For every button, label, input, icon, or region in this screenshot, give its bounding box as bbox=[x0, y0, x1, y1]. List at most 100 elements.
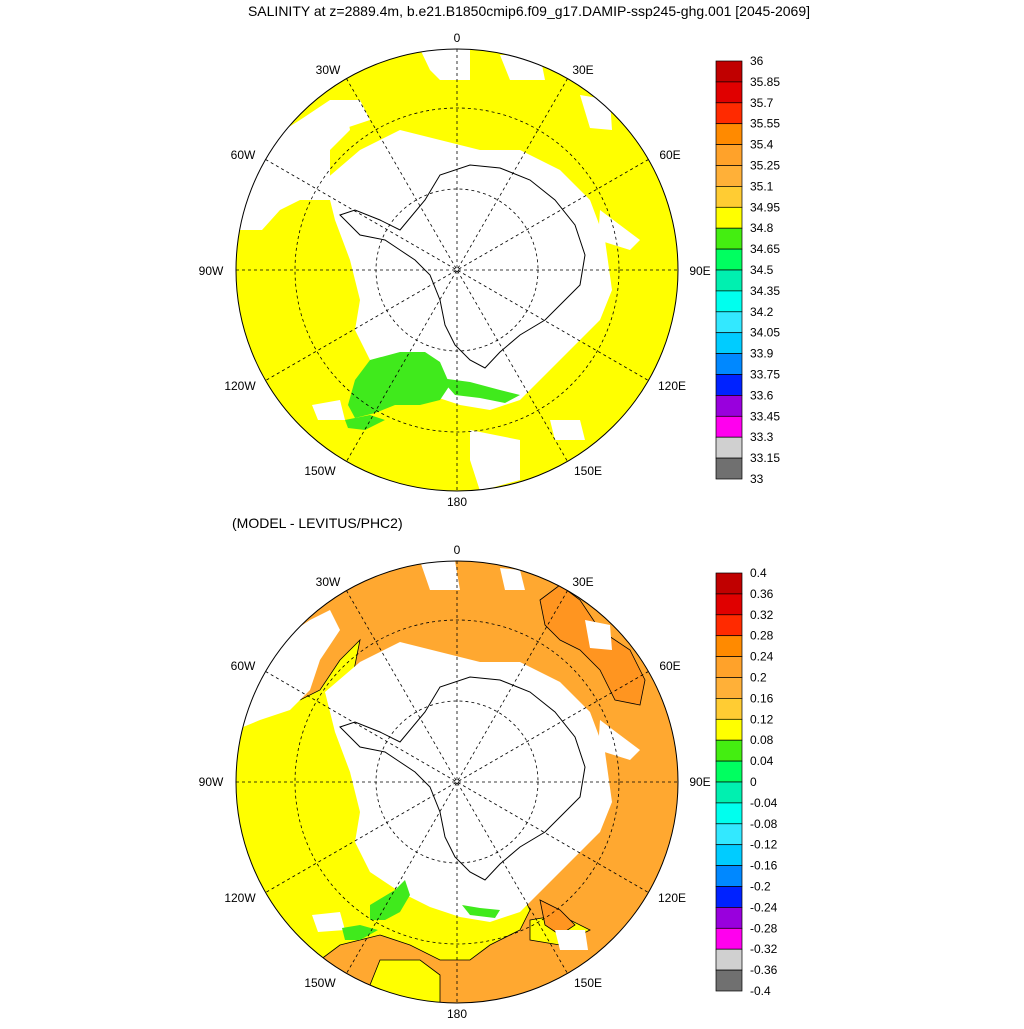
colorbar-label: 0.36 bbox=[750, 587, 774, 601]
salinity-longitude-labels: 0 30E 60E 90E 120E 150E 180 150W 120W 90… bbox=[199, 31, 711, 509]
colorbar-swatch bbox=[715, 60, 743, 83]
colorbar-label: 0.28 bbox=[750, 629, 774, 643]
colorbar-label: 33.9 bbox=[750, 347, 774, 361]
missing-southwest-rim bbox=[312, 912, 345, 932]
colorbar-label: 34.95 bbox=[750, 200, 780, 214]
colorbar-swatch bbox=[715, 415, 743, 438]
colorbar-label: 0.4 bbox=[750, 566, 767, 580]
colorbar-swatch bbox=[715, 436, 743, 459]
colorbar-label: 33.75 bbox=[750, 368, 780, 382]
colorbar-label: 35.25 bbox=[750, 159, 780, 173]
colorbar-swatch bbox=[715, 332, 743, 354]
colorbar-swatch bbox=[715, 102, 743, 125]
colorbar-swatch bbox=[715, 677, 743, 699]
colorbar-swatch bbox=[715, 656, 743, 678]
colorbar-label: 34.5 bbox=[750, 263, 774, 277]
colorbar-label: -0.24 bbox=[750, 900, 778, 914]
colorbar-label: 0.16 bbox=[750, 691, 774, 705]
colorbar-swatch bbox=[715, 948, 743, 971]
green-patch-ross-sea bbox=[370, 880, 410, 920]
salinity-map-panel: 0 30E 60E 90E 120E 150E 180 150W 120W 90… bbox=[199, 31, 781, 509]
lon-label-60w: 60W bbox=[231, 659, 256, 673]
lon-label-0: 0 bbox=[454, 543, 461, 557]
colorbar-label: -0.28 bbox=[750, 921, 778, 935]
land-west-patch bbox=[300, 100, 370, 140]
green-sliver-west bbox=[345, 415, 385, 430]
colorbar-label: 35.7 bbox=[750, 96, 774, 110]
salinity-colorbar: 36 35.85 35.7 35.55 35.4 35.25 35.1 34.95 34.8 34… bbox=[715, 54, 780, 486]
colorbar-label: 0.2 bbox=[750, 671, 767, 685]
colorbar-label: -0.32 bbox=[750, 942, 778, 956]
colorbar-swatch bbox=[715, 969, 743, 992]
missing-south-rim bbox=[470, 430, 520, 491]
difference-colorbar: 0.4 0.36 0.32 0.28 0.24 0.2 0.16 0.12 0.08 0.04 0 -… bbox=[715, 566, 778, 998]
colorbar-label: 0.12 bbox=[750, 712, 774, 726]
lon-label-30e: 30E bbox=[572, 575, 593, 589]
colorbar-swatch bbox=[715, 865, 743, 887]
colorbar-label: -0.16 bbox=[750, 859, 778, 873]
colorbar-swatch bbox=[715, 290, 743, 313]
colorbar-label: -0.12 bbox=[750, 838, 778, 852]
colorbar-label: -0.36 bbox=[750, 963, 778, 977]
antarctica-land bbox=[339, 676, 586, 881]
colorbar-label: 33.15 bbox=[750, 451, 780, 465]
colorbar-label: 33.6 bbox=[750, 388, 774, 402]
lon-label-60e: 60E bbox=[659, 659, 680, 673]
colorbar-swatch bbox=[715, 593, 743, 616]
lon-label-150e: 150E bbox=[574, 976, 602, 990]
colorbar-swatch bbox=[715, 123, 743, 145]
graticule bbox=[236, 49, 678, 491]
colorbar-swatch bbox=[715, 248, 743, 271]
figure-title: SALINITY at z=2889.4m, b.e21.B1850cmip6.… bbox=[248, 3, 810, 19]
colorbar-label: 0 bbox=[750, 775, 757, 789]
colorbar-label: 33 bbox=[750, 472, 764, 486]
lon-label-120w: 120W bbox=[224, 379, 256, 393]
colorbar-label: -0.08 bbox=[750, 817, 778, 831]
lon-label-180: 180 bbox=[447, 1007, 467, 1021]
difference-longitude-labels: 0 30E 60E 90E 120E 150E 180 150W 120W 90… bbox=[199, 543, 711, 1021]
missing-east-patch bbox=[585, 620, 612, 650]
colorbar-swatch bbox=[715, 206, 743, 229]
colorbar-label: 33.3 bbox=[750, 430, 774, 444]
colorbar-label: 0.08 bbox=[750, 733, 774, 747]
lon-label-30w: 30W bbox=[316, 63, 341, 77]
colorbar-swatch bbox=[715, 927, 743, 950]
green-patch-ross-sea bbox=[348, 352, 450, 418]
colorbar-label: 35.4 bbox=[750, 138, 774, 152]
colorbar-swatch bbox=[715, 186, 743, 208]
missing-southeast-blob bbox=[555, 930, 588, 950]
colorbar-label: 34.05 bbox=[750, 326, 780, 340]
colorbar-swatch bbox=[715, 635, 743, 657]
colorbar-label: 35.1 bbox=[750, 179, 774, 193]
colorbar-label: 34.8 bbox=[750, 221, 774, 235]
difference-map-panel: 0 30E 60E 90E 120E 150E 180 150W 120W 90… bbox=[199, 543, 778, 1021]
colorbar-label: -0.2 bbox=[750, 880, 771, 894]
colorbar-label: 34.35 bbox=[750, 284, 780, 298]
lon-label-0: 0 bbox=[454, 31, 461, 45]
colorbar-label: 34.2 bbox=[750, 305, 774, 319]
lon-label-120e: 120E bbox=[658, 891, 686, 905]
lon-label-90w: 90W bbox=[199, 775, 224, 789]
lon-label-90e: 90E bbox=[689, 775, 710, 789]
colorbar-label: 35.55 bbox=[750, 117, 780, 131]
colorbar-label: -0.4 bbox=[750, 984, 771, 998]
colorbar-swatch bbox=[715, 572, 743, 595]
difference-map-border bbox=[235, 560, 679, 1004]
colorbar-label: 0.32 bbox=[750, 608, 774, 622]
colorbar-label: 33.45 bbox=[750, 409, 780, 423]
colorbar-swatch bbox=[715, 395, 743, 417]
colorbar-label: 36 bbox=[750, 54, 764, 68]
colorbar-swatch bbox=[715, 781, 743, 804]
lon-label-150e: 150E bbox=[574, 464, 602, 478]
colorbar-swatch bbox=[715, 886, 743, 908]
land-north-edge-1 bbox=[420, 49, 470, 80]
colorbar-swatch bbox=[715, 739, 743, 762]
missing-southwest-rim bbox=[312, 400, 345, 420]
land-south-america-peninsula bbox=[236, 610, 340, 730]
lon-label-90w: 90W bbox=[199, 264, 224, 278]
colorbar-swatch bbox=[715, 614, 743, 637]
colorbar-label: 35.85 bbox=[750, 75, 780, 89]
colorbar-swatch bbox=[715, 457, 743, 480]
missing-north-edge-1 bbox=[420, 561, 460, 590]
